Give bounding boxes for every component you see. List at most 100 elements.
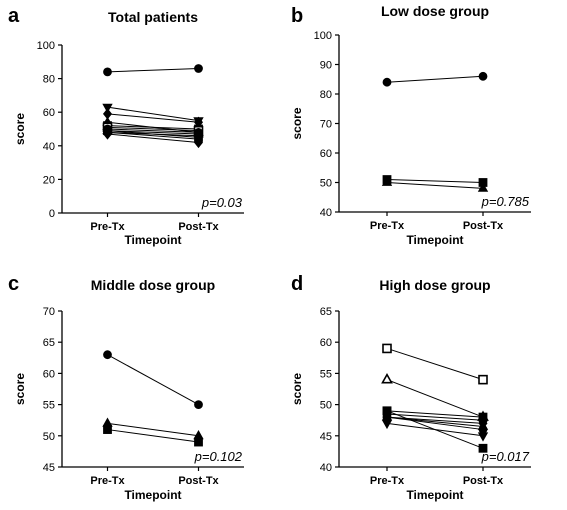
panel-a-y-tick-label: 0	[49, 208, 55, 220]
panel-d-series-0-point	[478, 374, 488, 385]
panel-a-series-1-line	[107, 106, 199, 122]
panel-a-series-7-line	[107, 130, 199, 135]
panel-a-series-1-point	[102, 103, 113, 113]
panel-d-y-tick-label: 50	[320, 400, 332, 412]
panel-c-series-1-line	[107, 422, 199, 437]
panel-d-y-tick-label: 45	[320, 431, 332, 443]
panel-b-series-1-line	[386, 179, 484, 183]
panel-b-series-0-point	[478, 71, 488, 81]
panel-c-y-tick-label: 55	[43, 400, 55, 412]
panel-b-letter: b	[291, 5, 303, 27]
panel-b-y-tick-label: 100	[314, 30, 332, 42]
panel-d-series-1-point	[381, 373, 393, 384]
panel-b-y-label: score	[290, 107, 304, 139]
panel-d-y-tick-label: 40	[320, 462, 332, 474]
panel-a-x-tick-label: Pre-Tx	[90, 221, 125, 233]
panel-c-series-1-point	[193, 429, 204, 440]
panel-b-y-tick-label: 40	[320, 207, 332, 219]
panel-c-y-label: score	[13, 373, 27, 405]
panel-b-x-tick-label: Post-Tx	[463, 220, 504, 232]
panel-d-series-8-line	[386, 410, 484, 449]
panel-d-y-label: score	[290, 373, 304, 405]
panel-c-series-1-point	[102, 417, 113, 427]
panel-a-p-value: p=0.03	[201, 195, 243, 210]
panel-d-y-tick-label: 60	[320, 337, 332, 349]
panel-d-title: High dose group	[379, 277, 490, 293]
panel-c-series-2-line	[107, 429, 199, 443]
panel-a-letter: a	[8, 5, 20, 27]
panel-a-series-11-point	[193, 136, 204, 149]
panel-c-x-label: Timepoint	[124, 488, 181, 502]
panel-a-title: Total patients	[108, 9, 198, 25]
panel-c-p-value: p=0.102	[194, 449, 243, 464]
panel-d-y-tick-label: 55	[320, 368, 332, 380]
panel-b-series-2-line	[386, 182, 484, 189]
panel-a-series-9-line	[107, 131, 199, 137]
panel-c-y-tick-label: 60	[43, 368, 55, 380]
panel-a-series-0-line	[107, 68, 199, 73]
panel-a-y-tick-label: 100	[37, 40, 55, 52]
panel-d-series-6-point	[478, 425, 488, 434]
panel-d-series-8-point	[382, 406, 392, 416]
panel-d-series-3-line	[386, 413, 484, 421]
panel-d-series-5-line	[386, 416, 484, 427]
panel-d-series-8-point	[478, 443, 488, 453]
panel-d-series-4-line	[386, 416, 484, 424]
panel-b-x-tick-label: Pre-Tx	[370, 220, 405, 232]
panel-c-series-0-point	[194, 400, 203, 410]
panel-c-y-tick-label: 50	[43, 431, 55, 443]
panel-c-y-tick-label: 45	[43, 462, 55, 474]
panel-d-series-7-point	[381, 419, 393, 430]
panel-d-y-tick-label: 65	[320, 306, 332, 318]
panel-d-x-label: Timepoint	[406, 488, 463, 502]
panel-a-y-tick-label: 20	[43, 174, 55, 186]
panel-a-x-label: Timepoint	[124, 233, 181, 247]
panel-d-x-tick-label: Post-Tx	[463, 475, 504, 487]
panel-a-x-tick-label: Post-Tx	[178, 221, 219, 233]
panel-b-title: Low dose group	[381, 3, 489, 19]
panel-d-series-1-line	[386, 379, 484, 418]
panel-b-series-0-line	[386, 75, 484, 83]
panel-c-x-tick-label: Post-Tx	[178, 475, 219, 487]
panel-b-y-tick-label: 70	[320, 119, 332, 131]
panel-b-y-tick-label: 60	[320, 148, 332, 160]
panel-d-letter: d	[291, 273, 303, 295]
panel-d-p-value: p=0.017	[481, 449, 530, 464]
panel-a-series-11-point	[102, 128, 113, 140]
panel-b-y-tick-label: 50	[320, 178, 332, 190]
panel-d-series-2-line	[386, 410, 484, 418]
panel-d-series-0-line	[386, 347, 484, 381]
panel-a-series-6-line	[107, 128, 199, 133]
panel-b-y-tick-label: 80	[320, 89, 332, 101]
panel-c-y-tick-label: 65	[43, 337, 55, 349]
panel-d-series-0-point	[382, 343, 392, 354]
panel-c-series-0-line	[107, 354, 199, 406]
panel-a-y-tick-label: 80	[43, 74, 55, 86]
panel-b-p-value: p=0.785	[481, 194, 530, 209]
panel-c-series-0-point	[103, 350, 112, 360]
panel-b-series-0-point	[382, 77, 392, 87]
panel-a-series-5-line	[107, 126, 199, 132]
panel-d-series-6-line	[386, 416, 484, 431]
panel-c-letter: c	[8, 273, 19, 295]
panel-a-series-10-line	[107, 131, 199, 140]
panel-a-series-0-point	[103, 67, 112, 77]
panel-b-series-2-point	[477, 182, 489, 192]
panel-b-series-2-point	[381, 176, 393, 186]
panel-d-x-tick-label: Pre-Tx	[370, 475, 405, 487]
panel-a-series-0-point	[194, 64, 203, 73]
panel-c-y-tick-label: 70	[43, 306, 55, 318]
panel-c-x-tick-label: Pre-Tx	[90, 475, 125, 487]
panel-a-y-label: score	[13, 113, 27, 145]
panel-c-series-2-point	[103, 425, 112, 434]
panel-b-x-label: Timepoint	[406, 233, 463, 247]
panel-a-y-tick-label: 40	[43, 141, 55, 153]
panel-c-series-2-point	[194, 437, 203, 447]
panel-a-y-tick-label: 60	[43, 107, 55, 119]
panel-b-y-tick-label: 90	[320, 60, 332, 72]
panel-c-title: Middle dose group	[91, 277, 215, 293]
panel-a-series-4-line	[107, 125, 199, 130]
panel-a-series-2-line	[107, 113, 199, 123]
panel-d-series-7-point	[477, 432, 489, 442]
